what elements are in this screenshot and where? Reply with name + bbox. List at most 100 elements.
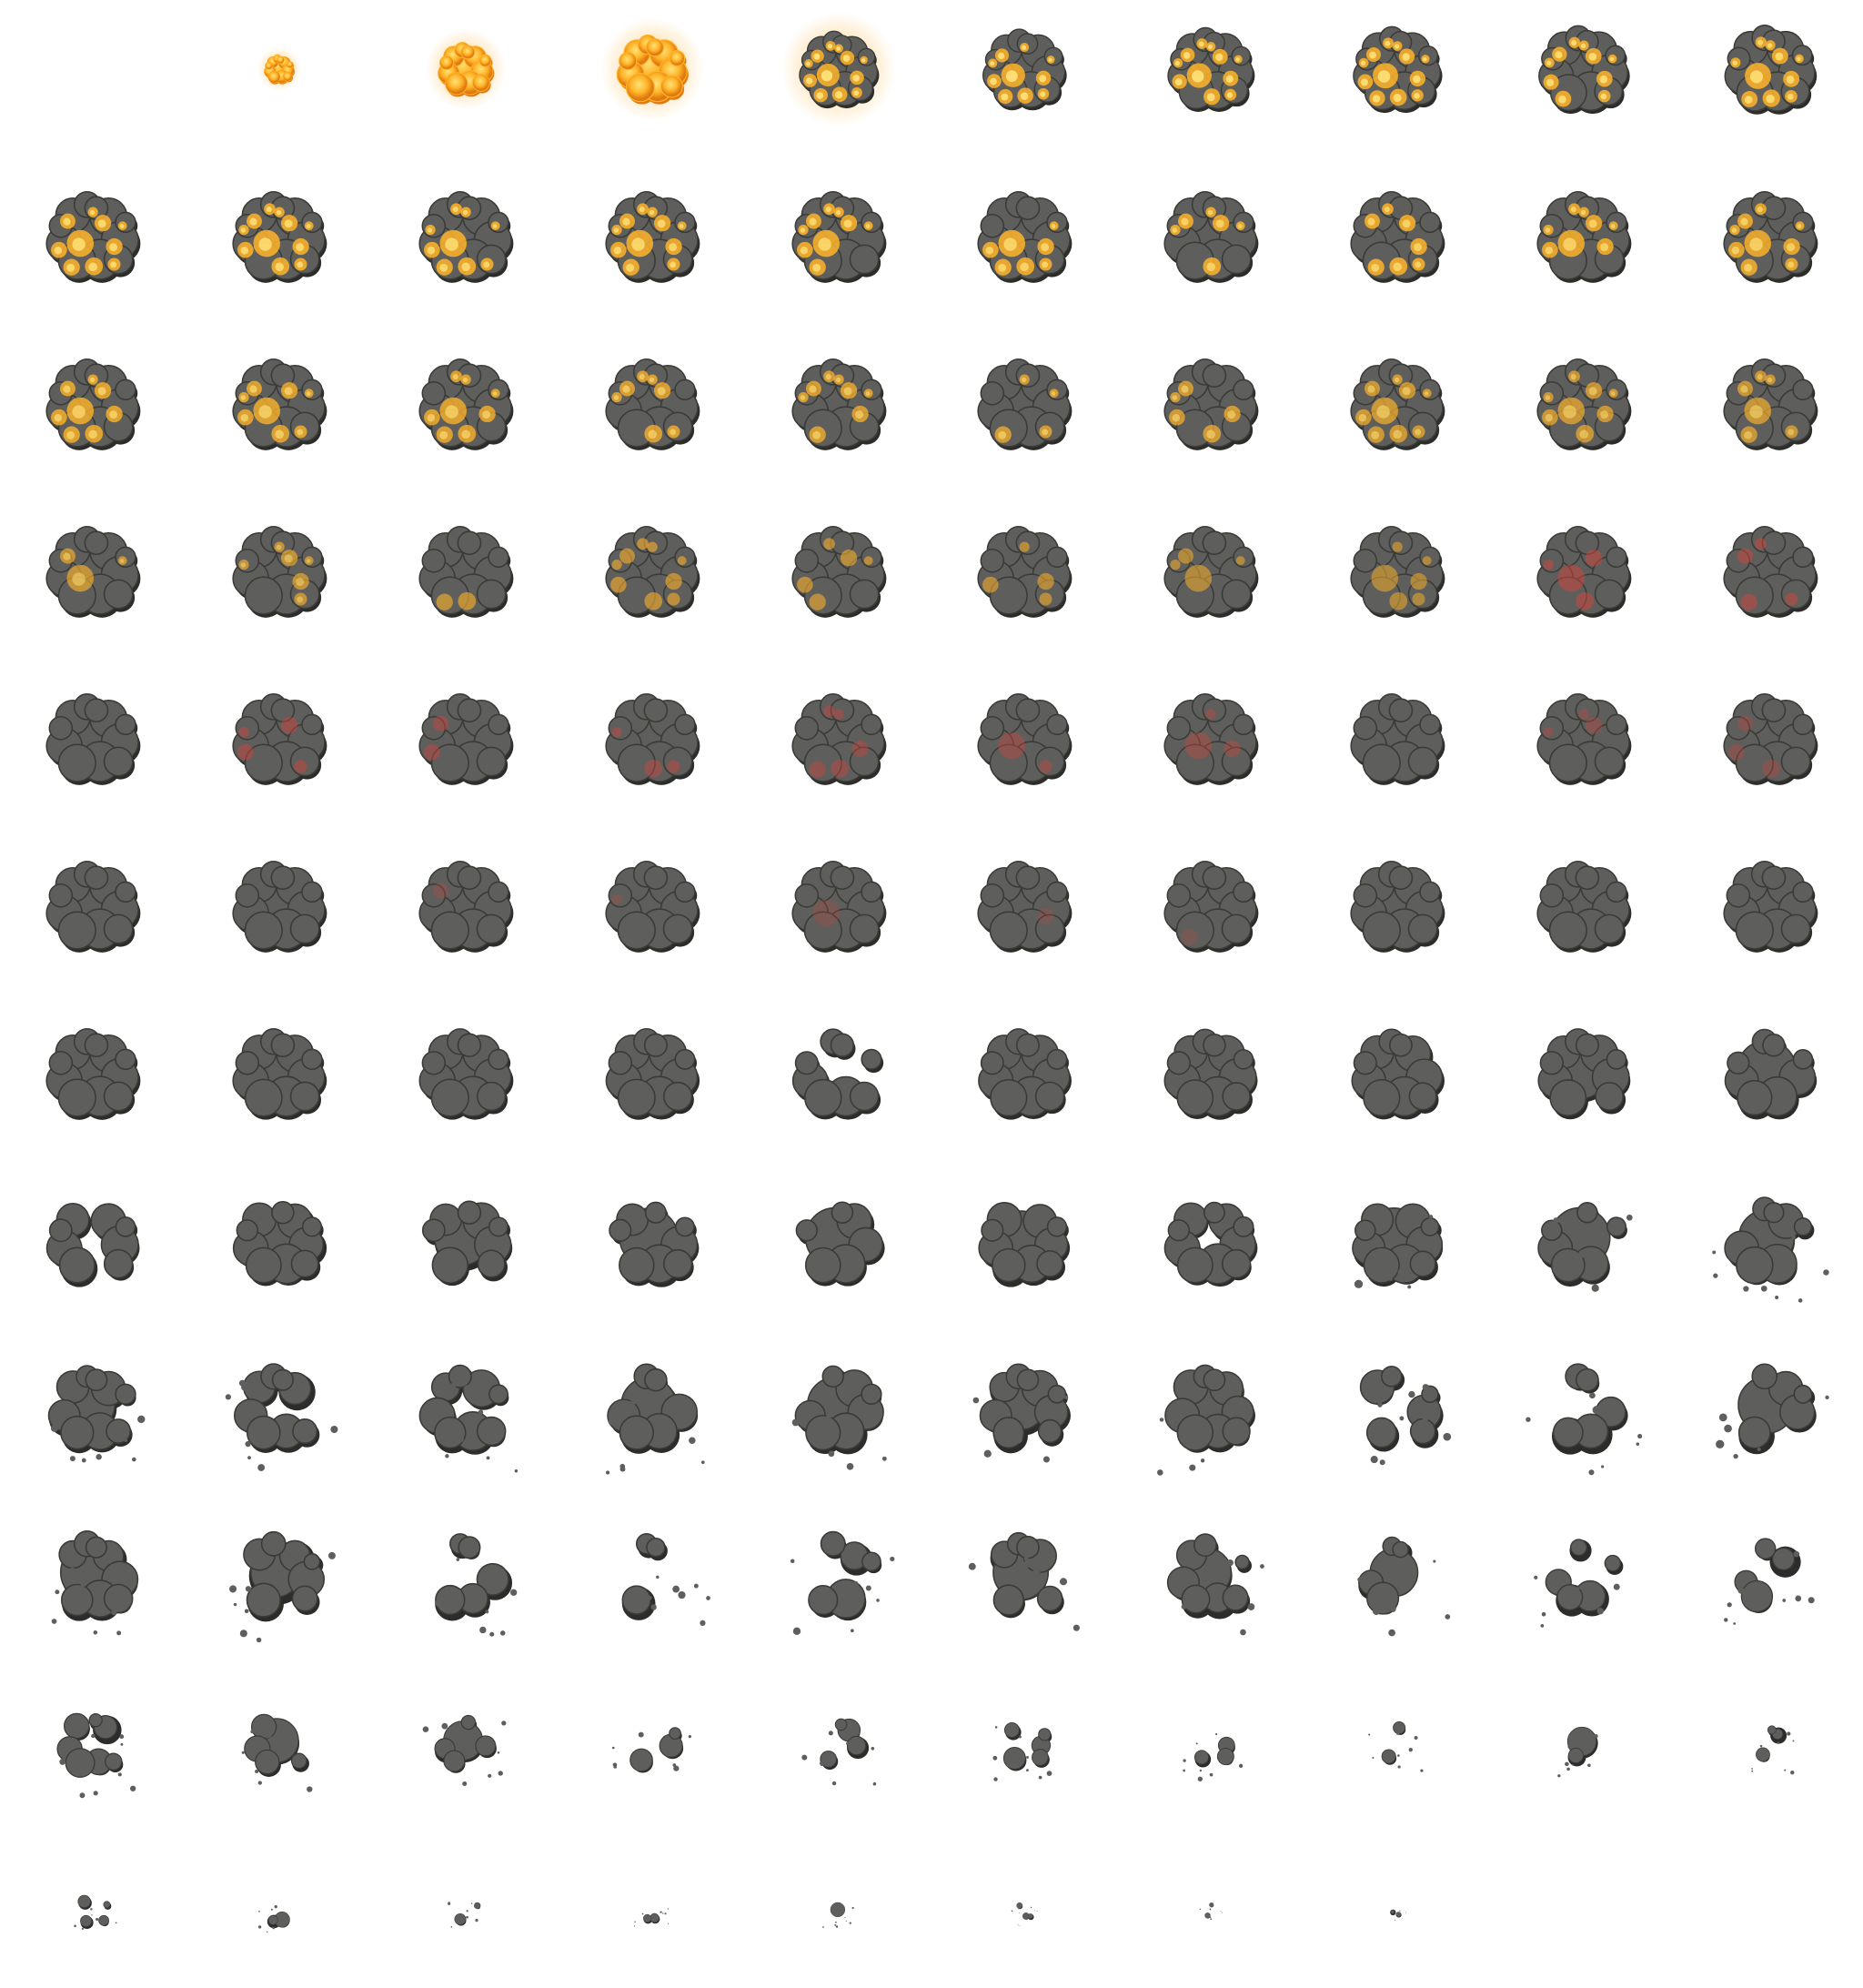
explosion-frame-51 (232, 860, 327, 953)
explosion-frame-18 (1536, 190, 1632, 283)
explosion-frame-111 (258, 1904, 290, 1933)
explosion-frame-53 (605, 860, 700, 953)
explosion-frame-69 (1724, 1028, 1817, 1120)
explosion-frame-89 (1715, 1363, 1829, 1459)
explosion-frame-101 (241, 1713, 313, 1792)
explosion-frame-112 (448, 1902, 481, 1928)
explosion-frame-39 (1722, 525, 1818, 618)
explosion-frame-63 (605, 1027, 700, 1120)
explosion-frame-47 (1350, 692, 1445, 785)
explosion-frame-57 (1350, 860, 1445, 953)
explosion-frame-65 (978, 1028, 1072, 1120)
explosion-frame-26 (1163, 358, 1259, 450)
explosion-frame-88 (1525, 1363, 1642, 1476)
explosion-frame-98 (1533, 1539, 1624, 1628)
explosion-frame-25 (977, 358, 1072, 450)
explosion-frame-23 (605, 358, 700, 450)
explosion-frame-44 (791, 692, 886, 785)
explosion-frame-104 (801, 1718, 876, 1786)
explosion-frame-30 (45, 525, 141, 618)
explosion-frame-22 (418, 358, 514, 450)
explosion-frame-50 (45, 860, 141, 953)
explosion-frame-99 (1723, 1538, 1815, 1625)
explosion-frame-37 (1350, 525, 1445, 618)
explosion-frame-81 (225, 1363, 338, 1471)
explosion-frame-66 (1163, 1028, 1258, 1120)
explosion-frame-38 (1536, 525, 1632, 618)
explosion-frame-106 (1183, 1732, 1244, 1781)
explosion-frame-116 (1199, 1902, 1224, 1921)
explosion-frame-8 (1537, 25, 1630, 115)
explosion-frame-41 (232, 692, 327, 785)
explosion-frame-64 (791, 1028, 883, 1120)
explosion-frame-76 (1163, 1201, 1258, 1287)
explosion-frame-93 (621, 1533, 710, 1627)
explosion-frame-61 (232, 1028, 327, 1120)
explosion-frame-20 (45, 358, 141, 450)
explosion-frame-77 (1352, 1203, 1444, 1289)
explosion-frame-91 (229, 1530, 337, 1643)
explosion-frame-13 (605, 190, 700, 283)
explosion-frame-17 (1350, 190, 1445, 283)
explosion-frame-103 (611, 1727, 691, 1773)
explosion-frame-85 (972, 1363, 1072, 1463)
explosion-frame-43 (605, 692, 700, 785)
explosion-frame-5 (982, 28, 1068, 111)
explosion-frame-80 (48, 1365, 146, 1463)
explosion-frame-56 (1163, 860, 1259, 953)
explosion-frame-7 (1353, 25, 1443, 114)
explosion-frame-95 (969, 1531, 1081, 1631)
explosion-frame-55 (977, 860, 1072, 953)
explosion-frame-109 (1750, 1725, 1795, 1775)
explosion-frame-92 (435, 1533, 518, 1637)
explosion-frame-32 (418, 525, 514, 618)
explosion-frame-110 (74, 1894, 117, 1931)
explosion-frame-79 (1711, 1196, 1829, 1303)
explosion-frame-49 (1722, 692, 1818, 785)
explosion-frame-71 (233, 1200, 327, 1287)
explosion-frame-82 (418, 1364, 519, 1473)
explosion-frame-14 (791, 190, 886, 283)
explosion-frame-45 (977, 692, 1072, 785)
explosion-frame-84 (791, 1365, 887, 1470)
explosion-frame-108 (1556, 1726, 1598, 1778)
explosion-frame-59 (1722, 860, 1818, 953)
explosion-frame-54 (791, 860, 886, 953)
explosion-frame-90 (52, 1530, 139, 1636)
explosion-frame-27 (1350, 358, 1445, 450)
explosion-frame-11 (232, 190, 327, 283)
explosion-frame-6 (1167, 26, 1255, 112)
explosion-frame-35 (977, 525, 1072, 618)
explosion-sprite-sheet (15, 0, 1829, 1933)
explosion-frame-28 (1536, 358, 1632, 450)
explosion-frame-52 (418, 860, 514, 953)
explosion-frame-4 (780, 12, 896, 126)
explosion-frame-33 (605, 525, 700, 618)
explosion-frame-73 (609, 1201, 700, 1287)
explosion-frame-16 (1163, 190, 1259, 283)
explosion-frame-2 (425, 28, 507, 110)
explosion-frame-29 (1722, 358, 1818, 450)
explosion-frame-115 (1012, 1902, 1039, 1927)
explosion-frame-107 (1368, 1721, 1424, 1772)
explosion-frame-34 (791, 525, 886, 618)
explosion-frame-0 (15, 0, 170, 146)
explosion-frame-117 (1390, 1909, 1406, 1922)
explosion-frame-1 (257, 46, 302, 92)
explosion-frame-86 (1157, 1364, 1256, 1476)
explosion-frame-97 (1357, 1536, 1451, 1637)
explosion-frame-12 (418, 190, 514, 283)
explosion-frame-68 (1537, 1028, 1631, 1120)
explosion-frame-74 (795, 1201, 885, 1287)
explosion-frame-62 (418, 1028, 514, 1120)
explosion-frame-10 (45, 190, 141, 283)
explosion-frame-36 (1163, 525, 1259, 618)
explosion-frame-96 (1167, 1533, 1265, 1636)
explosion-frame-42 (418, 692, 514, 785)
explosion-frame-40 (45, 692, 141, 785)
explosion-frame-19 (1722, 190, 1818, 283)
explosion-frame-9 (1724, 25, 1817, 115)
explosion-frame-31 (232, 525, 327, 618)
explosion-frame-72 (421, 1200, 513, 1287)
explosion-frame-94 (790, 1530, 895, 1636)
